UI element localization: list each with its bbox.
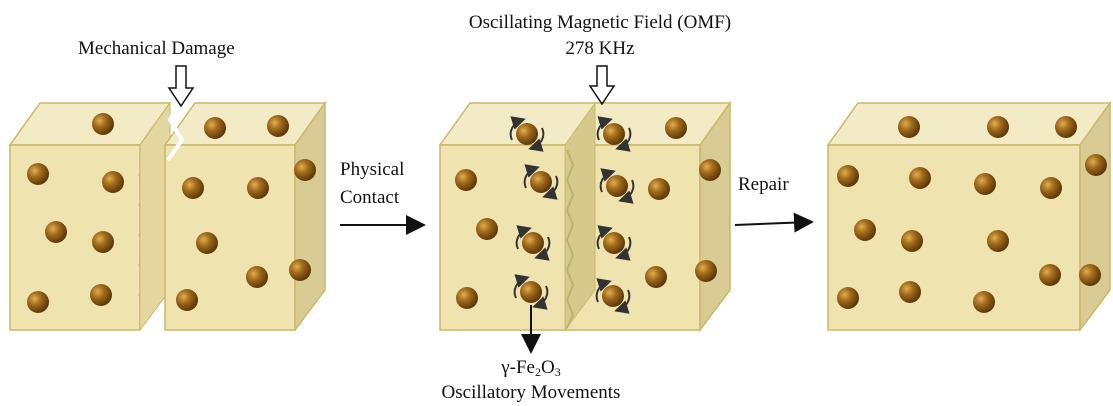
particle <box>602 285 624 307</box>
omf-title-label: Oscillating Magnetic Field (OMF) <box>468 12 732 33</box>
particles-cube-3 <box>837 116 1107 313</box>
particle <box>45 221 67 243</box>
particle <box>606 175 628 197</box>
particle <box>102 171 124 193</box>
particle <box>1085 154 1107 176</box>
particle <box>176 289 198 311</box>
particle-formula-label: γ-Fe2O3 <box>501 357 561 379</box>
particle <box>645 266 667 288</box>
physical-contact-label-line1: Physical <box>340 159 405 180</box>
oscillatory-movements-label: Oscillatory Movements <box>441 382 621 403</box>
particle <box>974 173 996 195</box>
repair-label: Repair <box>738 174 789 195</box>
particle <box>648 178 670 200</box>
hollow-down-arrow-icon <box>167 65 195 108</box>
particle <box>182 177 204 199</box>
particle <box>837 287 859 309</box>
particle <box>530 171 552 193</box>
particle <box>909 167 931 189</box>
particle <box>901 230 923 252</box>
particle <box>456 287 478 309</box>
particle <box>196 232 218 254</box>
mechanical-damage-label: Mechanical Damage <box>78 38 235 59</box>
particle <box>854 219 876 241</box>
particle <box>92 231 114 253</box>
particle <box>1055 116 1077 138</box>
particles-cube-1 <box>27 113 316 313</box>
particle <box>476 218 498 240</box>
particle <box>973 291 995 313</box>
particle <box>27 163 49 185</box>
particle <box>603 123 625 145</box>
particle <box>455 169 477 191</box>
particle <box>898 116 920 138</box>
particle <box>899 281 921 303</box>
particle <box>987 116 1009 138</box>
rotation-arrows-icon <box>509 116 635 314</box>
particle <box>522 232 544 254</box>
particle <box>247 177 269 199</box>
particle <box>603 232 625 254</box>
particle <box>289 259 311 281</box>
particle <box>246 266 268 288</box>
particle <box>92 113 114 135</box>
particle <box>294 159 316 181</box>
particle <box>837 165 859 187</box>
right-arrow-icon <box>734 212 814 233</box>
omf-frequency-label: 278 KHz <box>565 38 635 59</box>
particle <box>699 159 721 181</box>
particle <box>27 291 49 313</box>
particle <box>1079 264 1101 286</box>
hollow-down-arrow-icon <box>588 65 616 106</box>
particle <box>90 284 112 306</box>
particle <box>1040 177 1062 199</box>
physical-contact-label-line2: Contact <box>340 187 400 208</box>
contact-cube <box>438 100 732 333</box>
particle <box>204 117 226 139</box>
particle <box>987 230 1009 252</box>
particle <box>695 260 717 282</box>
particle <box>520 281 542 303</box>
particle <box>665 117 687 139</box>
particle <box>516 123 538 145</box>
particle <box>1039 264 1061 286</box>
particle <box>267 115 289 137</box>
